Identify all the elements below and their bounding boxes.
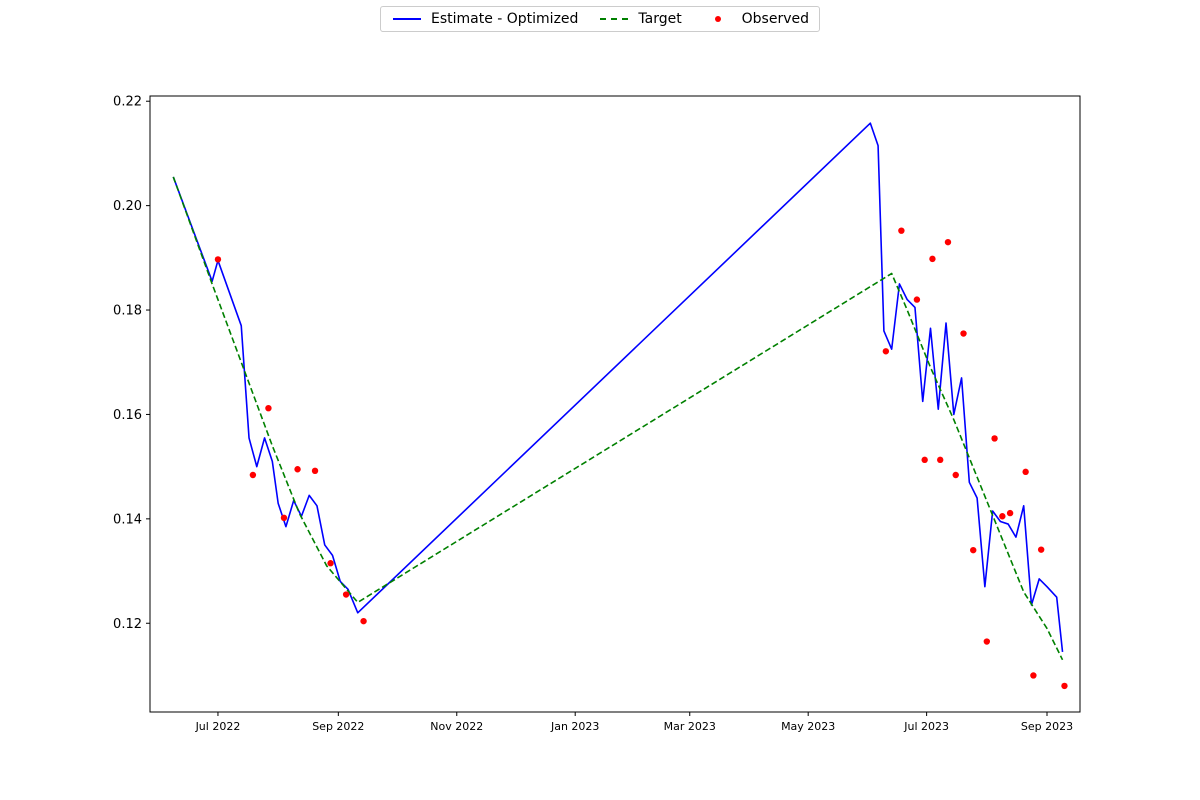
- y-tick-label: 0.20: [113, 199, 142, 214]
- observed-point: [327, 560, 334, 567]
- observed-point: [952, 471, 959, 479]
- observed-point: [294, 466, 301, 473]
- y-tick-label: 0.14: [113, 512, 142, 527]
- x-tick-label: Jul 2022: [195, 720, 241, 733]
- observed-point: [1022, 468, 1029, 476]
- series-line-target: [172, 176, 1064, 661]
- observed-point: [1006, 509, 1014, 517]
- legend-swatch-dashed-line: [598, 14, 630, 24]
- plot-marks: [172, 122, 1068, 690]
- observed-point: [898, 227, 905, 234]
- observed-point: [921, 456, 928, 464]
- observed-point: [999, 513, 1006, 520]
- x-tick-label: Mar 2023: [664, 720, 716, 733]
- observed-point: [1030, 672, 1037, 679]
- x-tick-label: Jul 2023: [903, 720, 949, 733]
- y-tick-label: 0.12: [113, 617, 142, 632]
- x-tick-label: Nov 2022: [430, 720, 483, 733]
- observed-point: [913, 296, 921, 303]
- x-tick-label: Jan 2023: [550, 720, 599, 733]
- observed-point: [983, 638, 991, 645]
- series-line-estimate-optimized: [172, 122, 1064, 653]
- x-tick-label: Sep 2023: [1021, 720, 1073, 733]
- observed-point: [342, 591, 350, 598]
- legend-swatch-dot: [702, 14, 734, 24]
- plot-frame: [149, 95, 1081, 713]
- observed-point: [1061, 682, 1068, 690]
- x-tick-label: May 2023: [781, 720, 835, 733]
- observed-point: [214, 256, 222, 263]
- x-tick-label: Sep 2022: [312, 720, 364, 733]
- y-axis: 0.12 0.14 0.16 0.18 0.20 0.22: [113, 95, 150, 632]
- observed-point: [970, 546, 977, 554]
- observed-point: [960, 330, 967, 337]
- legend-item-observed: Observed: [702, 11, 809, 27]
- observed-point: [265, 404, 272, 412]
- legend-label: Target: [638, 11, 682, 27]
- x-axis: Jul 2022 Sep 2022 Nov 2022 Jan 2023 Mar 2023…: [195, 712, 1073, 733]
- legend-item-estimate: Estimate - Optimized: [391, 11, 578, 27]
- y-tick-label: 0.22: [113, 95, 142, 110]
- observed-point: [929, 255, 936, 263]
- observed-point: [360, 617, 367, 625]
- observed-point: [311, 467, 319, 475]
- observed-point: [249, 471, 257, 479]
- y-tick-label: 0.18: [113, 304, 142, 319]
- observed-point: [1037, 546, 1045, 553]
- observed-point: [280, 514, 288, 521]
- y-tick-label: 0.16: [113, 408, 142, 423]
- legend-swatch-solid-line: [391, 14, 423, 24]
- legend: Estimate - Optimized Target Observed: [380, 6, 820, 32]
- legend-label: Observed: [741, 11, 809, 27]
- observed-point: [882, 348, 890, 355]
- observed-point: [944, 238, 952, 246]
- legend-item-target: Target: [598, 11, 682, 27]
- observed-point: [991, 435, 998, 442]
- observed-point: [937, 456, 944, 464]
- legend-label: Estimate - Optimized: [430, 11, 579, 27]
